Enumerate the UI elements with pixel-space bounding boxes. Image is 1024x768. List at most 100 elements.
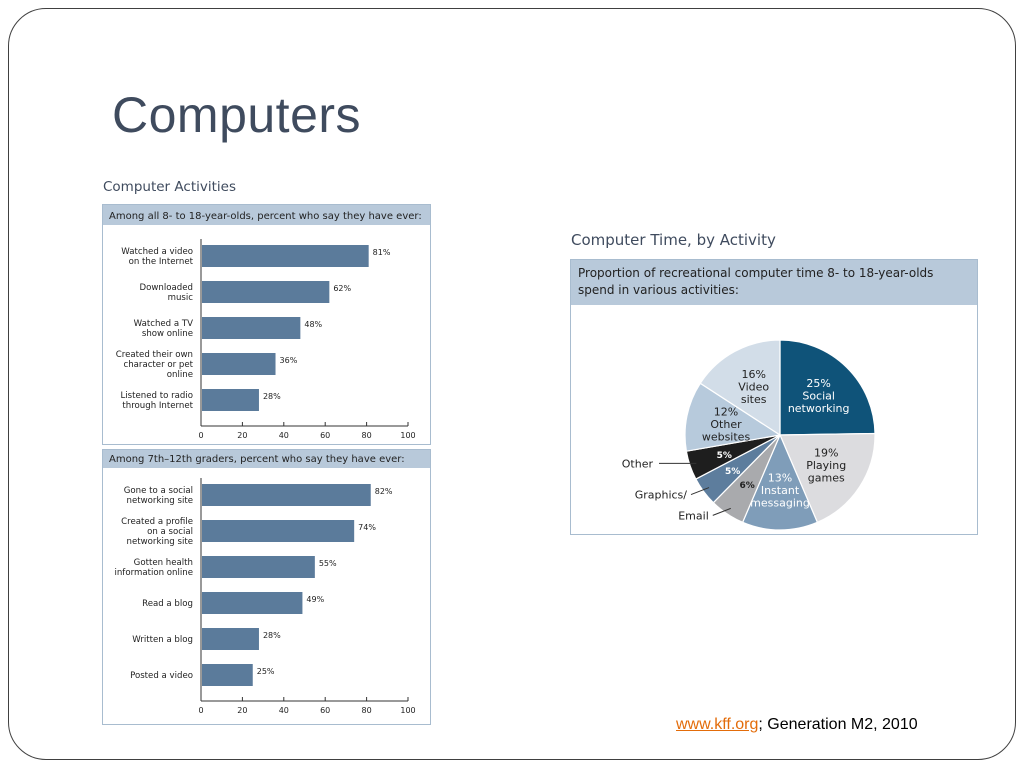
x-tick-label-0: 0: [198, 706, 203, 715]
bar-0: [202, 484, 371, 506]
callout-line-3: [712, 507, 731, 516]
bar-chart-title: Computer Activities: [103, 179, 236, 195]
pie-slice-6: [684, 382, 782, 452]
callout-label-4: Graphics/: [635, 489, 688, 502]
category-label-0-0: Watched a video: [121, 247, 193, 257]
bar-value-label-1: 74%: [358, 523, 376, 532]
category-label-1-0: Downloaded: [140, 283, 193, 293]
bar-5: [202, 664, 253, 686]
bar-chart-2: Among 7th–12th graders, percent who say …: [103, 450, 430, 715]
bar-4: [202, 389, 259, 411]
category-label-3-2: online: [167, 370, 193, 380]
bar-value-label-0: 82%: [375, 487, 393, 496]
x-tick-label-2: 40: [279, 706, 289, 715]
bar-3: [202, 353, 276, 375]
category-label-2-1: information online: [114, 568, 193, 578]
bar-3: [202, 592, 303, 614]
category-label-3-1: character or pet: [123, 360, 193, 370]
subtitle-band: [571, 260, 977, 305]
pie-label-0-2: networking: [788, 402, 850, 415]
bar-value-label-4: 28%: [263, 631, 281, 640]
x-tick-label-0: 0: [198, 431, 203, 440]
pie-label-6-0: 12%: [714, 405, 738, 418]
pie-label-4-0: 5%: [725, 467, 740, 477]
category-label-1-1: on a social: [147, 527, 193, 537]
bar-value-label-3: 36%: [280, 356, 298, 365]
chart-subtitle: Among 7th–12th graders, percent who say …: [109, 454, 405, 465]
bar-value-label-2: 48%: [304, 320, 322, 329]
pie-label-5-0: 5%: [717, 451, 732, 461]
category-label-0-1: networking site: [127, 496, 193, 506]
subtitle-band: [103, 205, 430, 225]
bar-1: [202, 281, 330, 303]
slide-frame: [8, 8, 1016, 760]
bar-4: [202, 628, 259, 650]
pie-label-1-1: Playing: [806, 459, 846, 472]
category-label-3-0: Read a blog: [142, 599, 193, 609]
category-label-5-0: Posted a video: [130, 671, 193, 681]
chart-subtitle: Among all 8- to 18-year-olds, percent wh…: [109, 211, 422, 222]
x-tick-label-1: 20: [237, 706, 247, 715]
x-tick-label-4: 80: [362, 706, 372, 715]
bar-chart-panel-1: Among all 8- to 18-year-olds, percent wh…: [102, 204, 431, 445]
source-text: ; Generation M2, 2010: [758, 716, 918, 733]
bar-value-label-0: 81%: [373, 248, 391, 257]
pie-label-7-0: 16%: [741, 368, 765, 381]
pie-label-7-2: sites: [741, 393, 767, 406]
pie-label-0-0: 25%: [806, 377, 830, 390]
pie-label-6-2: websites: [702, 430, 751, 443]
callout-label-5-0: Other: [622, 457, 654, 470]
bar-2: [202, 317, 301, 339]
pie-label-1-2: games: [808, 471, 845, 484]
pie-slice-1: [779, 432, 876, 524]
bar-value-label-5: 25%: [257, 667, 275, 676]
bar-value-label-4: 28%: [263, 392, 281, 401]
pie-slice-0: [779, 339, 876, 436]
bar-chart-1: Among all 8- to 18-year-olds, percent wh…: [103, 205, 430, 440]
category-label-1-1: music: [168, 293, 194, 303]
pie-slice-2: [741, 433, 819, 531]
x-tick-label-4: 80: [362, 431, 372, 440]
x-tick-label-5: 100: [400, 431, 415, 440]
pie-label-2-0: 13%: [768, 472, 792, 485]
pie-label-0-1: Social: [802, 390, 835, 403]
category-label-4-0: Listened to radio: [121, 391, 194, 401]
category-label-0-0: Gone to a social: [124, 486, 193, 496]
bar-value-label-2: 55%: [319, 559, 337, 568]
category-label-2-0: Watched a TV: [134, 319, 193, 329]
pie-label-2-2: messaging: [750, 497, 810, 510]
pie-chart-panel: Proportion of recreational computer time…: [570, 259, 978, 535]
category-label-2-1: show online: [142, 329, 193, 339]
subtitle-band: [103, 450, 430, 468]
slide-title: Computers: [112, 87, 362, 143]
category-label-1-0: Created a profile: [121, 517, 193, 527]
category-label-2-0: Gotten health: [134, 558, 193, 568]
pie-subtitle-line-0: Proportion of recreational computer time…: [578, 266, 933, 280]
pie-chart-title: Computer Time, by Activity: [571, 231, 776, 249]
bar-1: [202, 520, 355, 542]
x-tick-label-5: 100: [400, 706, 415, 715]
category-label-4-0: Written a blog: [132, 635, 193, 645]
bar-value-label-3: 49%: [306, 595, 324, 604]
category-label-4-1: through Internet: [122, 401, 193, 411]
pie-label-3-0: 6%: [740, 481, 755, 491]
pie-slice-7: [699, 339, 781, 437]
pie-label-7-1: Video: [738, 381, 769, 394]
bar-2: [202, 556, 315, 578]
pie-subtitle-line-1: spend in various activities:: [578, 283, 739, 297]
x-tick-label-2: 40: [279, 431, 289, 440]
x-tick-label-1: 20: [237, 431, 247, 440]
pie-label-1-0: 19%: [814, 446, 838, 459]
bar-value-label-1: 62%: [333, 284, 351, 293]
pie-label-6-1: Other: [710, 418, 742, 431]
category-label-3-0: Created their own: [116, 350, 193, 360]
category-label-0-1: on the Internet: [129, 257, 194, 267]
pie-label-2-1: Instant: [761, 484, 800, 497]
source-link[interactable]: www.kff.org: [676, 716, 759, 733]
category-label-1-2: networking site: [127, 537, 193, 547]
x-tick-label-3: 60: [320, 431, 330, 440]
callout-label-3: Email: [678, 509, 709, 522]
pie-chart: Proportion of recreational computer time…: [571, 260, 977, 531]
source-citation: www.kff.org; Generation M2, 2010: [676, 716, 918, 734]
callout-line-4: [690, 487, 710, 496]
